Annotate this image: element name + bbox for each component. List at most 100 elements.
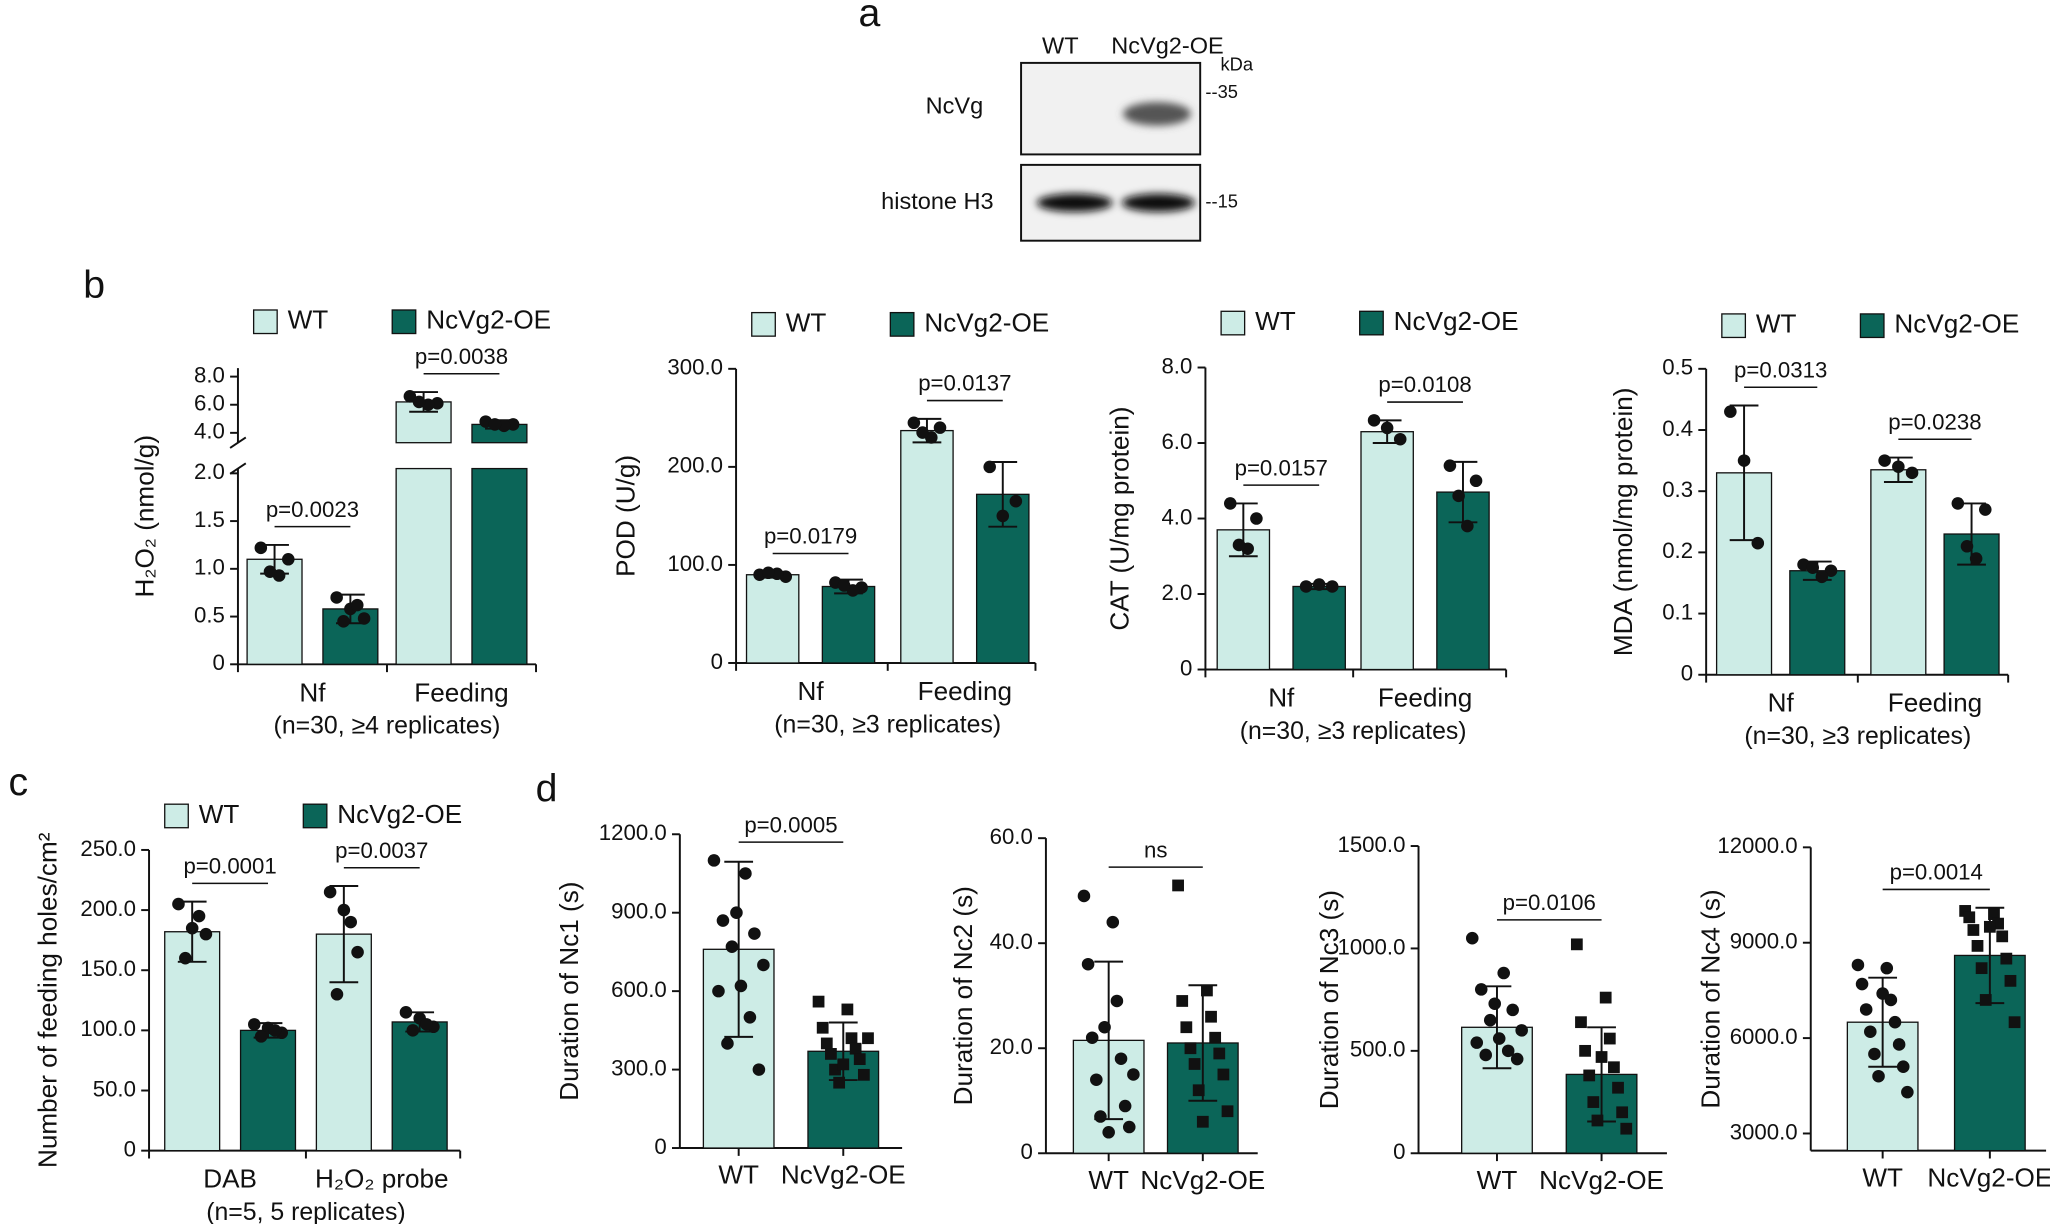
y-tick-label: 250.0 bbox=[80, 836, 136, 861]
blot-band bbox=[1036, 193, 1113, 212]
x-axis-note: (n=5, 5 replicates) bbox=[206, 1199, 405, 1224]
y-tick-label: 0.4 bbox=[1662, 416, 1693, 441]
x-tick-label: Feeding bbox=[1378, 683, 1472, 713]
data-point bbox=[730, 906, 743, 919]
data-point bbox=[1901, 1085, 1914, 1099]
data-point bbox=[1510, 1052, 1524, 1066]
data-point bbox=[1963, 911, 1976, 924]
data-point bbox=[1959, 905, 1972, 917]
data-point bbox=[1232, 538, 1246, 552]
significance-label: p=0.0238 bbox=[1888, 409, 1981, 434]
data-point bbox=[862, 1032, 874, 1045]
data-point bbox=[1299, 580, 1313, 593]
data-point bbox=[837, 579, 851, 592]
data-point bbox=[1905, 466, 1919, 480]
data-point bbox=[983, 460, 996, 474]
data-point bbox=[1470, 1036, 1484, 1049]
data-point bbox=[1868, 1047, 1881, 1061]
legend-label: NcVg2-OE bbox=[1394, 306, 1519, 336]
data-point bbox=[254, 1030, 268, 1043]
data-point bbox=[1085, 1031, 1099, 1045]
data-point bbox=[1474, 983, 1488, 996]
data-point bbox=[1122, 1120, 1136, 1134]
data-point bbox=[748, 927, 761, 940]
data-point bbox=[1184, 1042, 1197, 1055]
data-point bbox=[1992, 917, 2004, 930]
significance-label: p=0.0037 bbox=[335, 838, 428, 863]
y-tick-label: 0.2 bbox=[1662, 538, 1693, 563]
blot-band bbox=[1121, 193, 1195, 212]
y-tick-label: 0.5 bbox=[1662, 355, 1693, 380]
data-point bbox=[845, 1032, 858, 1045]
axis-break bbox=[229, 436, 247, 449]
x-tick-label: NcVg2-OE bbox=[1927, 1162, 2050, 1192]
data-point bbox=[1488, 997, 1501, 1011]
data-point bbox=[1583, 1069, 1596, 1082]
y-axis-label: MDA (nmol/mg protein) bbox=[1608, 387, 1638, 656]
data-point bbox=[1579, 1044, 1591, 1057]
data-point bbox=[1077, 889, 1091, 903]
data-point bbox=[1595, 1051, 1608, 1063]
y-tick-label: 0 bbox=[213, 650, 225, 675]
data-point bbox=[739, 867, 752, 880]
legend-swatch bbox=[1359, 310, 1384, 336]
bar bbox=[164, 931, 221, 1152]
significance-label: p=0.0108 bbox=[1378, 372, 1471, 397]
data-point bbox=[420, 1018, 433, 1031]
bar bbox=[1360, 431, 1414, 671]
panel-label: a bbox=[859, 0, 881, 35]
legend-swatch bbox=[1220, 310, 1246, 336]
x-tick-label: H₂O₂ probe bbox=[315, 1164, 449, 1194]
y-tick-label: 100.0 bbox=[667, 551, 723, 576]
data-point bbox=[757, 958, 770, 972]
significance-label: p=0.0157 bbox=[1235, 455, 1328, 480]
x-tick-label: WT bbox=[718, 1160, 759, 1190]
data-point bbox=[716, 914, 730, 927]
data-point bbox=[820, 1037, 833, 1050]
bar bbox=[471, 467, 528, 665]
data-point bbox=[1979, 994, 1992, 1006]
data-point bbox=[1176, 995, 1189, 1007]
data-point bbox=[1221, 1105, 1234, 1118]
data-point bbox=[752, 1063, 766, 1076]
data-point bbox=[1608, 1061, 1620, 1074]
bar bbox=[239, 1029, 297, 1152]
blot-unit: kDa bbox=[1221, 53, 1254, 74]
data-point bbox=[1492, 1032, 1506, 1045]
data-point bbox=[829, 1063, 841, 1076]
data-point bbox=[1872, 1069, 1885, 1083]
data-point bbox=[248, 1018, 261, 1031]
y-tick-label: 150.0 bbox=[80, 956, 136, 981]
x-axis-note: (n=30, ≥3 replicates) bbox=[774, 711, 1001, 738]
western-blot: WT NcVg2-OE kDa NcVg histone H3 --35 --1… bbox=[881, 32, 1254, 242]
significance-label: p=0.0001 bbox=[183, 854, 276, 879]
data-point bbox=[734, 979, 748, 993]
data-point bbox=[1806, 561, 1819, 574]
y-tick-label: 0 bbox=[654, 1134, 666, 1159]
data-point bbox=[1205, 1010, 1217, 1023]
y-axis-label: Duration of Nc1 (s) bbox=[554, 882, 584, 1101]
x-tick-label: NcVg2-OE bbox=[1140, 1165, 1265, 1195]
significance-label: ns bbox=[1144, 837, 1167, 862]
y-tick-label: 6.0 bbox=[194, 391, 225, 416]
x-tick-label: DAB bbox=[203, 1164, 257, 1194]
data-point bbox=[1110, 994, 1124, 1008]
x-axis-note: (n=30, ≥3 replicates) bbox=[1240, 718, 1467, 745]
data-point bbox=[1603, 1032, 1616, 1045]
data-point bbox=[1996, 930, 2009, 943]
y-tick-label: 1.5 bbox=[194, 507, 225, 532]
data-point bbox=[1967, 924, 1980, 936]
x-tick-label: WT bbox=[1477, 1165, 1518, 1195]
data-point bbox=[1325, 580, 1339, 593]
data-point bbox=[254, 541, 268, 555]
legend-label: NcVg2-OE bbox=[1894, 309, 2019, 339]
data-point bbox=[351, 945, 364, 959]
bar bbox=[821, 585, 876, 664]
y-tick-label: 300.0 bbox=[667, 355, 723, 380]
data-point bbox=[179, 951, 192, 965]
y-axis-label: POD (U/g) bbox=[610, 455, 640, 577]
legend-label: WT bbox=[786, 307, 827, 337]
y-tick-label: 0.1 bbox=[1662, 599, 1693, 624]
data-point bbox=[199, 927, 213, 941]
data-point bbox=[185, 921, 199, 935]
